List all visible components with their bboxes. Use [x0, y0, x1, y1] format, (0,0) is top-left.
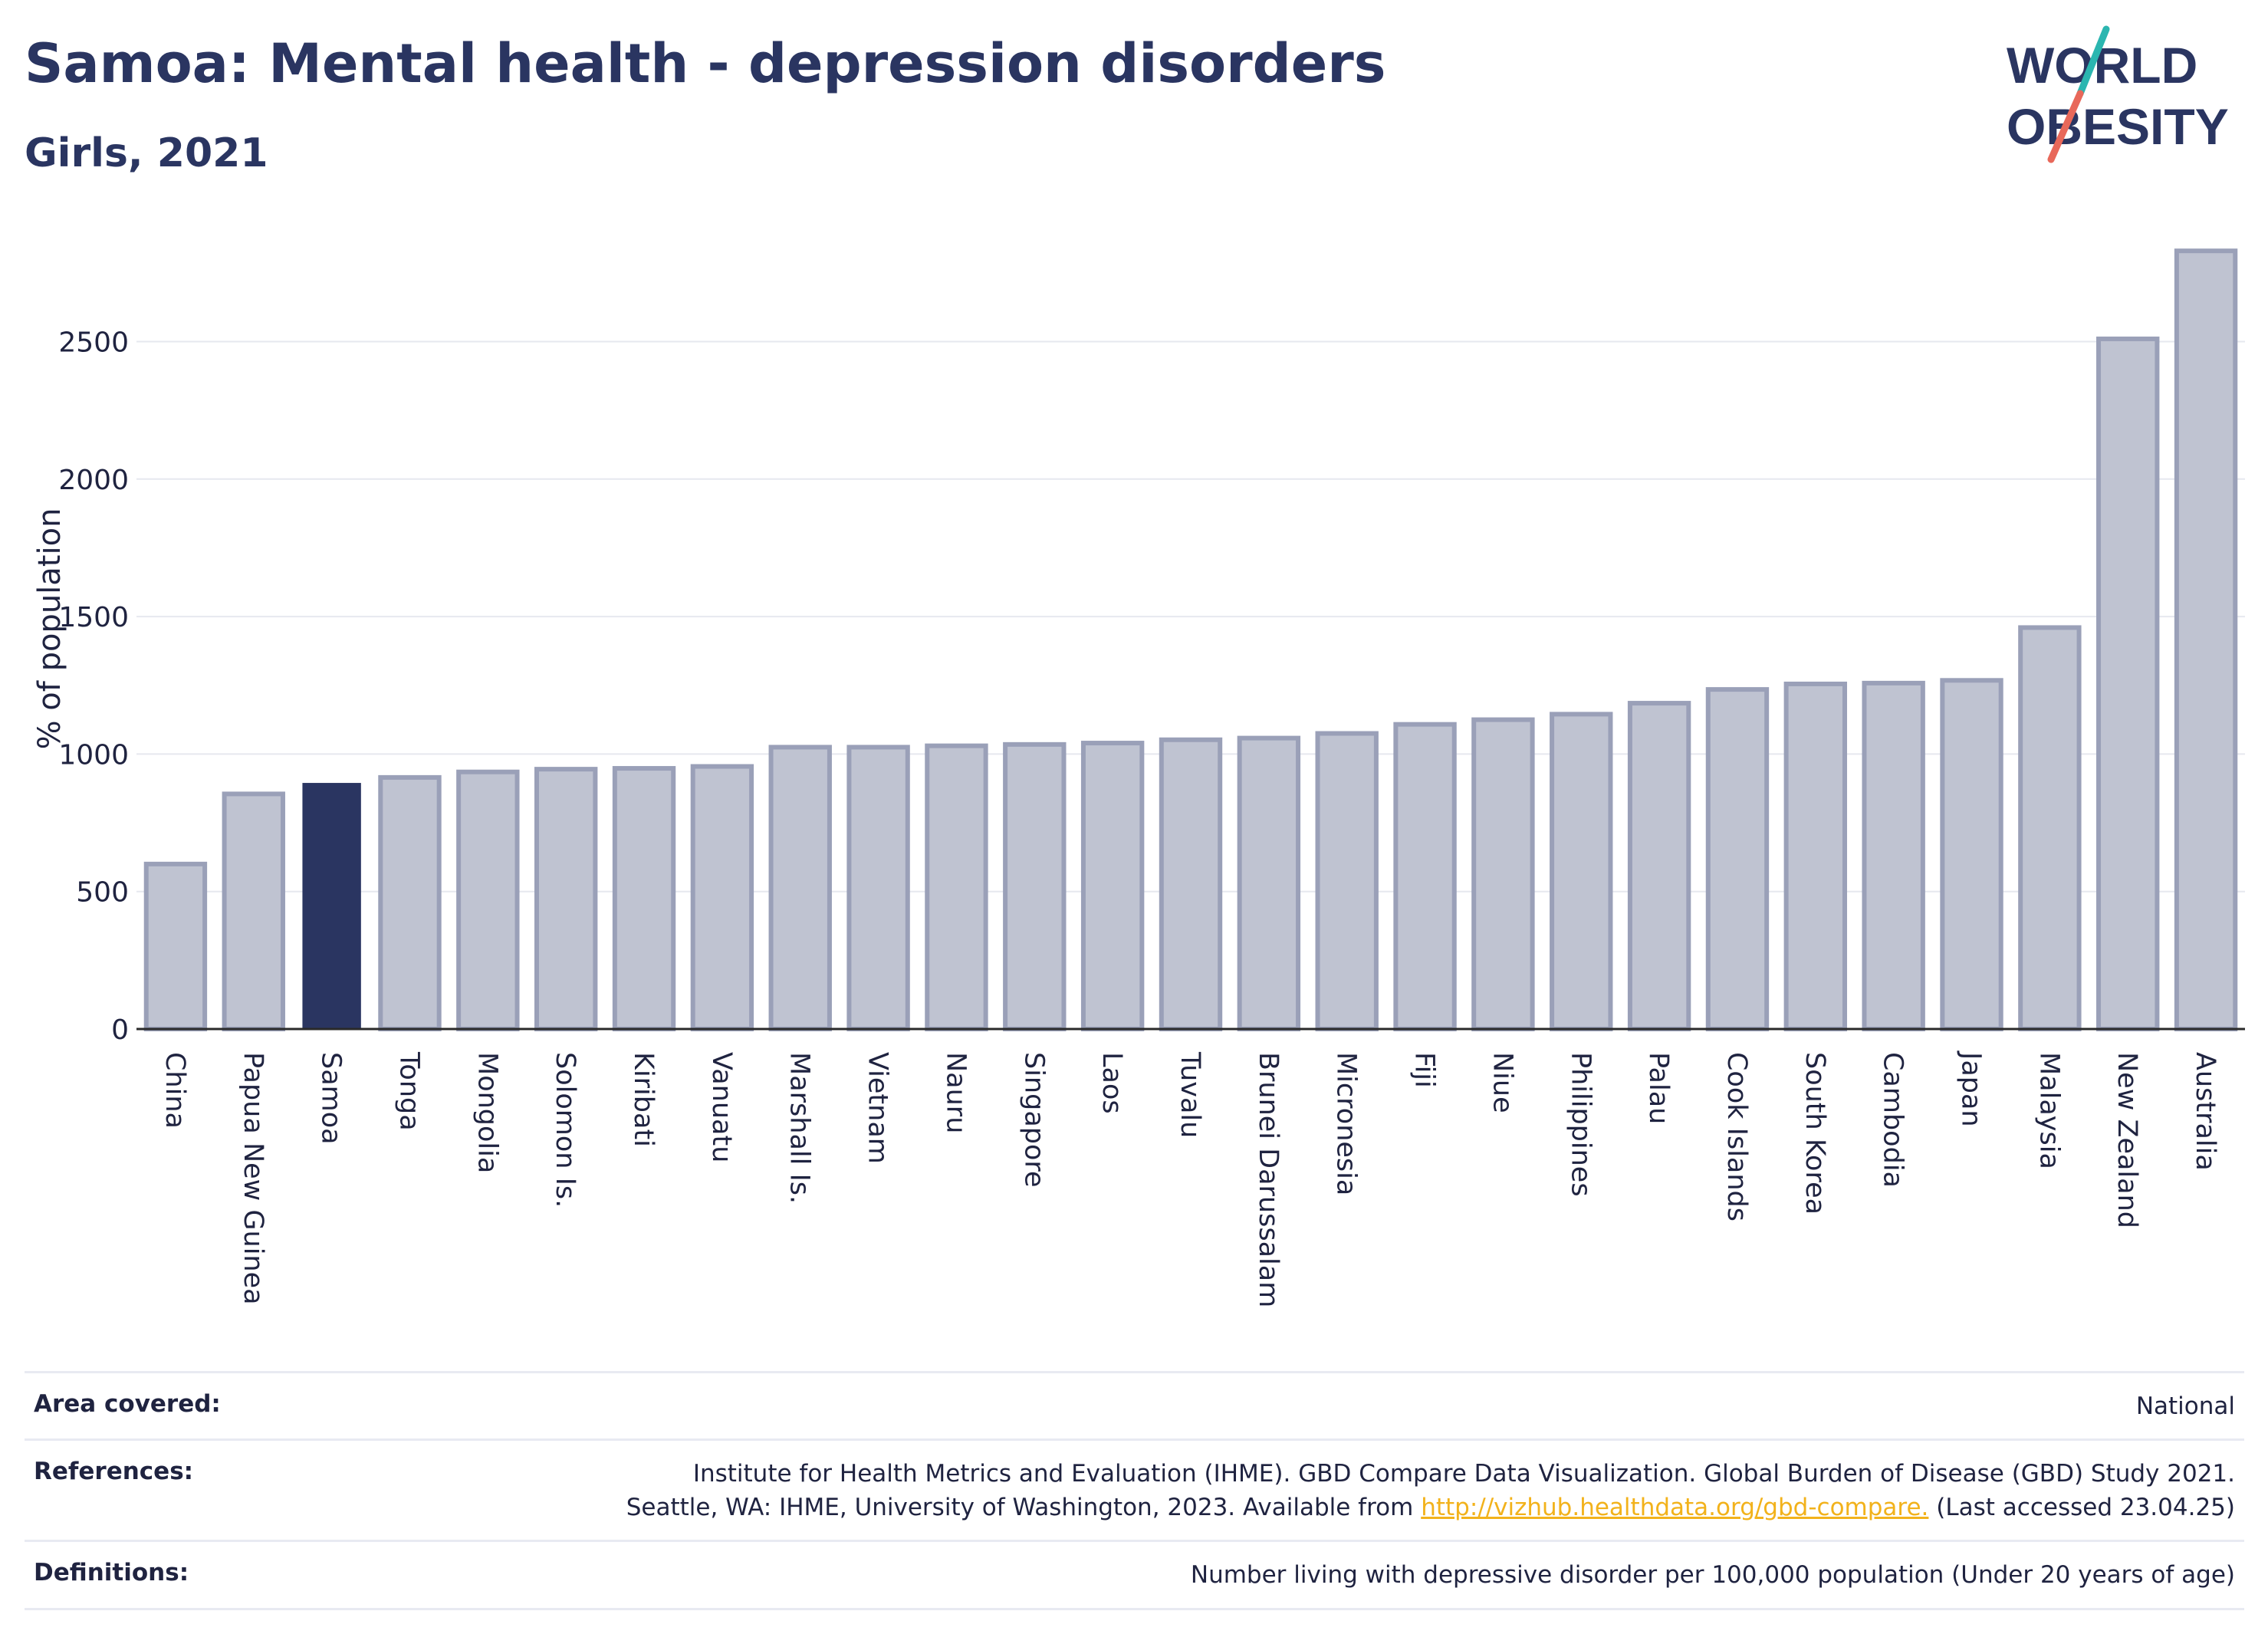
bar-fiji: [1393, 722, 1457, 1032]
x-tick-label: Fiji: [1409, 1052, 1440, 1088]
bar-nauru: [925, 743, 988, 1032]
x-tick-label: Niue: [1487, 1052, 1517, 1113]
bar-japan: [1940, 678, 2003, 1031]
x-tick-label: Cambodia: [1878, 1052, 1908, 1188]
bar-palau: [1627, 701, 1691, 1031]
x-tick-label: Mongolia: [472, 1052, 502, 1173]
references-line1: Institute for Health Metrics and Evaluat…: [692, 1460, 2235, 1488]
x-tick-label: Australia: [2190, 1052, 2220, 1171]
x-tick-label: South Korea: [1800, 1052, 1830, 1215]
x-tick-label: China: [159, 1052, 190, 1129]
x-tick-label: Tonga: [393, 1051, 424, 1131]
y-tick-label: 2500: [58, 327, 129, 359]
x-tick-label: Papua New Guinea: [238, 1052, 268, 1305]
world-obesity-logo: WORLD OBESITY: [2007, 25, 2229, 163]
bar-singapore: [1003, 741, 1067, 1032]
x-tick-label: Vanuatu: [706, 1052, 737, 1162]
definitions-value: Number living with depressive disorder p…: [1190, 1561, 2235, 1590]
logo-slash-teal: [2076, 25, 2110, 97]
logo-line2: OBESITY: [2007, 98, 2229, 155]
x-tick-label: Singapore: [1018, 1052, 1049, 1188]
x-tick-label: Laos: [1096, 1052, 1127, 1114]
y-tick-label: 1500: [58, 602, 129, 633]
x-tick-label: Solomon Is.: [550, 1052, 580, 1208]
x-tick-label: Palau: [1643, 1052, 1674, 1124]
bar-south-korea: [1783, 681, 1848, 1032]
bar-vietnam: [846, 745, 910, 1031]
footer-table: Area covered: National References: Insti…: [25, 1371, 2244, 1610]
area-value: National: [2135, 1392, 2235, 1420]
bar-malaysia: [2018, 625, 2082, 1031]
bar-cambodia: [1862, 680, 1925, 1031]
bars: [143, 248, 2238, 1032]
x-tick-label: Samoa: [316, 1052, 347, 1145]
x-tick-label: Nauru: [940, 1052, 971, 1133]
footer-row-references: References: Institute for Health Metrics…: [25, 1438, 2244, 1540]
bar-cook-islands: [1705, 687, 1770, 1032]
bar-samoa: [302, 783, 361, 1029]
x-tick-label: Brunei Darussalam: [1253, 1052, 1284, 1307]
references-link[interactable]: http://vizhub.healthdata.org/gbd-compare…: [1421, 1493, 1929, 1521]
bar-kiribati: [612, 766, 676, 1031]
y-tick-label: 2000: [58, 465, 129, 496]
y-tick-label: 1000: [58, 739, 129, 771]
definitions-label: Definitions:: [34, 1559, 189, 1587]
bar-china: [143, 861, 208, 1032]
bar-marshall-is: [768, 745, 832, 1031]
bar-vanuatu: [690, 764, 754, 1031]
references-line2-pre: Seattle, WA: IHME, University of Washing…: [626, 1493, 1422, 1521]
x-tick-label: Kiribati: [628, 1052, 659, 1147]
bar-micronesia: [1315, 731, 1379, 1032]
bar-papua-new-guinea: [222, 791, 285, 1032]
logo-slash-red: [2047, 90, 2084, 163]
x-tick-label: Philippines: [1565, 1052, 1596, 1197]
bar-philippines: [1550, 712, 1613, 1032]
bar-niue: [1471, 717, 1535, 1031]
y-tick-label: 500: [76, 877, 129, 909]
footer-row-area: Area covered: National: [25, 1371, 2244, 1438]
x-tick-label: Marshall Is.: [784, 1052, 815, 1204]
bar-mongolia: [456, 769, 520, 1031]
chart-subtitle: Girls, 2021: [25, 130, 268, 176]
bar-tonga: [378, 774, 442, 1031]
footer-row-definitions: Definitions: Number living with depressi…: [25, 1540, 2244, 1610]
area-label: Area covered:: [34, 1390, 221, 1418]
x-tick-label: Cook Islands: [1721, 1052, 1752, 1221]
references-value: Institute for Health Metrics and Evaluat…: [626, 1458, 2235, 1524]
bar-chart: 0 500 1000 1500 2000 2500 China Papua New Guin…: [32, 248, 2245, 1307]
x-tick-label: Tuvalu: [1175, 1051, 1205, 1138]
x-tick-label: Vietnam: [863, 1052, 893, 1164]
y-axis-label: % of population: [32, 508, 67, 750]
bar-brunei-darussalam: [1237, 735, 1301, 1031]
x-tick-labels: China Papua New Guinea Samoa Tonga Mongolia S…: [159, 1050, 2220, 1307]
x-tick-label: Japan: [1956, 1050, 1987, 1127]
y-tick-label: 0: [111, 1014, 129, 1046]
chart-title: Samoa: Mental health - depression disord…: [25, 32, 1386, 95]
bar-solomon-is: [534, 767, 598, 1032]
x-tick-label: Micronesia: [1331, 1052, 1362, 1195]
bar-new-zealand: [2096, 336, 2160, 1032]
x-tick-label: New Zealand: [2112, 1052, 2142, 1228]
references-line2-post: (Last accessed 23.04.25): [1928, 1493, 2235, 1521]
x-tick-label: Malaysia: [2033, 1052, 2064, 1169]
bar-tuvalu: [1159, 737, 1223, 1031]
y-tick-labels: 0 500 1000 1500 2000 2500: [58, 327, 129, 1046]
references-label: References:: [34, 1458, 194, 1486]
bar-australia: [2174, 248, 2238, 1031]
bar-laos: [1080, 741, 1145, 1031]
